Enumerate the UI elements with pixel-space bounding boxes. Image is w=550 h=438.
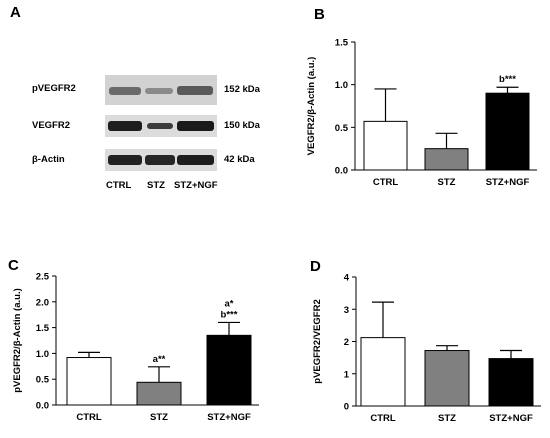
panel-letter-b: B [314,6,325,23]
y-tick-label-b: 1.5 [335,38,349,49]
y-axis-label-b: VEGFR2/β-Actin (a.u.) [306,57,317,156]
y-tick-label-d: 2 [344,337,349,348]
y-tick-label-d: 4 [344,273,350,284]
blot-lane-label-stz: STZ [147,180,165,191]
significance-label-c: b*** [221,309,238,320]
panel-letter-d: D [310,258,321,275]
significance-label-b: b*** [499,74,516,85]
y-tick-label-c: 1.0 [36,349,49,360]
band-pvegfr2-stz [145,88,173,94]
y-tick-label-c: 2.0 [36,297,49,308]
x-category-label-c: CTRL [76,412,102,423]
y-axis-label-c: pVEGFR2/β-Actin (a.u.) [12,288,23,393]
y-tick-label-d: 0 [344,402,349,413]
blot-bands-actin [108,155,214,165]
y-tick-label-b: 1.0 [335,80,348,91]
y-tick-label-c: 1.5 [36,323,50,334]
bar-d-ctrl [360,337,406,407]
bar-b-stz-ngf [485,92,530,171]
x-category-label-c: STZ [150,412,168,423]
band-actin-ngf [177,155,214,165]
x-category-label-b: CTRL [373,177,399,188]
bar-c-stz [136,381,182,406]
blot-strip-pvegfr2 [105,75,217,105]
blot-row-label-pvegfr2: pVEGFR2 [32,83,76,94]
significance-label-c: a* [225,298,234,309]
y-tick-label-c: 0.0 [36,401,49,412]
panel-letter-c: C [8,257,19,274]
y-tick-label-d: 3 [344,305,349,316]
x-category-label-c: STZ+NGF [207,412,251,423]
bar-chart-pvegfr2-vegfr2: 0 1 2 3 4 pVEGFR2/VEGFR2 CTRL STZ STZ+NGF [312,273,541,424]
x-category-label-d: CTRL [370,413,396,424]
blot-kda-vegfr2: 150 kDa [224,120,260,131]
blot-strip-actin [105,149,217,171]
bar-b-ctrl [363,120,408,171]
blot-kda-pvegfr2: 152 kDa [224,84,260,95]
significance-label-c: a** [153,354,166,365]
bar-d-stz-ngf [488,358,534,407]
bar-chart-pvegfr2-actin: 0.0 0.5 1.0 1.5 2.0 2.5 pVEGFR2/β-Actin (a.u.)… [12,272,259,423]
x-category-label-b: STZ+NGF [486,177,530,188]
band-actin-ctrl [108,155,142,165]
bar-c-ctrl [66,357,112,406]
panel-letter-a: A [10,4,21,21]
band-pvegfr2-ngf [177,86,213,95]
blot-lane-label-ctrl: CTRL [106,180,132,191]
x-category-label-b: STZ [438,177,456,188]
band-vegfr2-stz [147,123,173,129]
blot-row-label-actin: β-Actin [32,154,65,165]
y-tick-label-b: 0.5 [335,123,349,134]
band-vegfr2-ctrl [108,121,142,131]
y-tick-label-c: 0.5 [36,375,50,386]
band-actin-stz [145,155,175,165]
y-tick-label-d: 1 [344,369,350,380]
band-vegfr2-ngf [177,121,214,131]
blot-bands-vegfr2 [108,121,214,131]
band-pvegfr2-ctrl [109,87,141,95]
y-tick-label-c: 2.5 [36,272,50,283]
bar-c-stz-ngf [206,334,252,406]
bar-chart-vegfr2-actin: 0.0 0.5 1.0 1.5 VEGFR2/β-Actin (a.u.) CTRL STZ… [306,38,537,188]
y-axis-label-d: pVEGFR2/VEGFR2 [312,299,323,383]
bar-b-stz [424,148,469,171]
blot-row-label-vegfr2: VEGFR2 [32,120,71,131]
blot-kda-actin: 42 kDa [224,154,255,165]
x-category-label-d: STZ [438,413,456,424]
blot-strip-vegfr2 [105,115,217,137]
blot-bands-pvegfr2 [109,86,213,95]
bar-d-stz [424,350,470,407]
x-category-label-d: STZ+NGF [489,413,533,424]
y-tick-label-b: 0.0 [335,166,348,177]
blot-lane-label-ngf: STZ+NGF [174,180,218,191]
